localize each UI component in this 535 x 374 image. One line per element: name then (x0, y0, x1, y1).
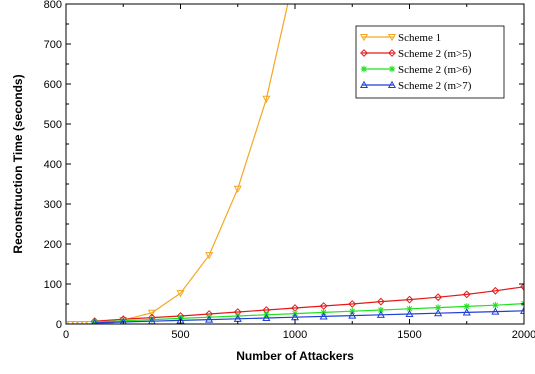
series-point (84, 320, 93, 324)
series-point (491, 286, 500, 295)
series-line (94, 310, 524, 324)
legend-marker (388, 65, 396, 73)
legend-label: Scheme 2 (m>6) (398, 64, 472, 76)
x-tick-label: 0 (63, 329, 69, 341)
series-point (120, 317, 127, 324)
series-point (91, 318, 98, 324)
series-point (177, 315, 184, 322)
series-point (91, 318, 98, 324)
series-point (147, 309, 156, 318)
series-point (519, 306, 524, 314)
y-tick-label: 800 (44, 0, 62, 11)
series-point (377, 306, 385, 314)
series-point (71, 320, 80, 324)
series-point (376, 310, 385, 318)
legend-marker (360, 49, 368, 57)
series-point (405, 295, 414, 304)
legend-marker (388, 49, 396, 57)
legend-label: Scheme 2 (m>5) (398, 48, 472, 60)
series-4 (91, 306, 524, 324)
y-tick-label: 400 (44, 159, 62, 171)
series-point (262, 313, 271, 322)
legend-box (355, 25, 505, 99)
legend-marker (360, 65, 368, 73)
ticks-layer: 0 500 1000 1500 2000 0 100 200 300 400 500 600 700 80… (44, 0, 535, 341)
series-point (176, 290, 185, 298)
x-axis-title: Number of Attackers (236, 349, 354, 363)
series-layer (66, 4, 524, 324)
y-tick-label: 700 (44, 39, 62, 51)
legend-label: Scheme 2 (m>7) (398, 80, 472, 92)
legend-marker (359, 80, 369, 89)
series-point (233, 185, 242, 194)
series-point (376, 297, 385, 306)
series-point (148, 316, 156, 323)
series-point (434, 293, 443, 302)
series-point (462, 290, 471, 299)
series-point (492, 302, 499, 309)
series-point (462, 308, 471, 316)
series-point (520, 282, 524, 291)
legend-label: Scheme 1 (398, 32, 441, 44)
series-point (348, 311, 357, 319)
series-point (205, 315, 214, 323)
series-point (348, 300, 357, 308)
series-point (491, 307, 500, 315)
series-point (405, 309, 414, 318)
x-tick-label: 1000 (283, 329, 307, 341)
series-point (434, 308, 443, 317)
y-tick-label: 300 (44, 199, 62, 211)
series-point (66, 320, 75, 324)
series-point (80, 320, 89, 324)
series-point (119, 317, 127, 324)
legend-marker (387, 80, 397, 89)
y-tick-label: 0 (56, 319, 62, 331)
y-tick-label: 600 (44, 79, 62, 91)
y-axis-title: Reconstruction Time (seconds) (11, 74, 25, 253)
x-tick-label: 1500 (397, 329, 421, 341)
x-tick-label: 500 (171, 329, 189, 341)
series-point (463, 303, 470, 310)
series-point (75, 320, 84, 324)
series-point (406, 305, 413, 312)
series-point (205, 252, 214, 260)
y-tick-label: 200 (44, 239, 62, 251)
y-tick-label: 500 (44, 119, 62, 131)
y-tick-label: 100 (44, 279, 62, 291)
series-point (349, 308, 356, 315)
series-point (434, 304, 442, 311)
series-line (94, 286, 524, 322)
legend-marker (359, 33, 369, 42)
series-line (94, 303, 524, 323)
legend-marker (387, 33, 397, 42)
legend: Scheme 1 Scheme 2 (m>5) Scheme 2 (m>6) Sche… (355, 25, 505, 99)
x-tick-label: 2000 (512, 329, 535, 341)
series-point (319, 312, 328, 320)
series-point (262, 95, 271, 104)
